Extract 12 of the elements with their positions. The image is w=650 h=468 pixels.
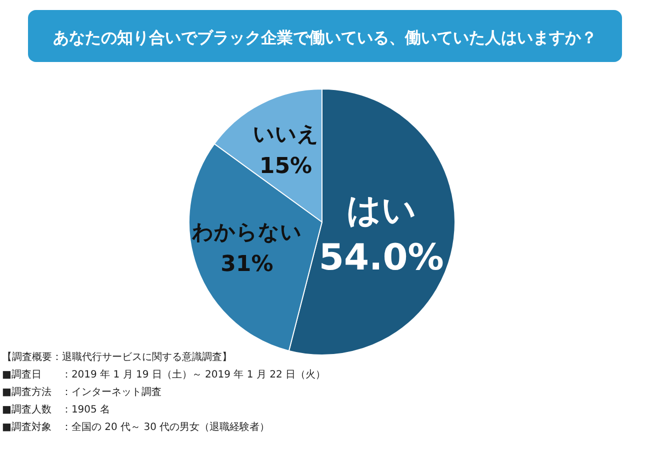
text: ■調査方法 ：インターネット調査 [2,386,162,398]
chart-title: あなたの知り合いでブラック企業で働いている、働いていた人はいますか？ [53,28,597,47]
text: ■調査対象 ：全国の 20 代～ 30 代の男女（退職経験者） [2,421,270,433]
slice-label: わからない [190,220,302,244]
text: ■調査人数 ：1905 名 [2,404,110,416]
text: ■調査日 ：2019 年 1 月 19 日（土）～ 2019 年 1 月 22 日（火） [2,368,326,380]
data-label: 15% [259,154,312,179]
text: 【調査概要：退職代行サービスに関する意識調査】 [2,351,232,363]
data-label: 54.0% [318,238,444,278]
data-label: 31% [220,252,274,278]
slice-label: いいえ [252,122,319,146]
slice-label: はい [346,190,416,230]
